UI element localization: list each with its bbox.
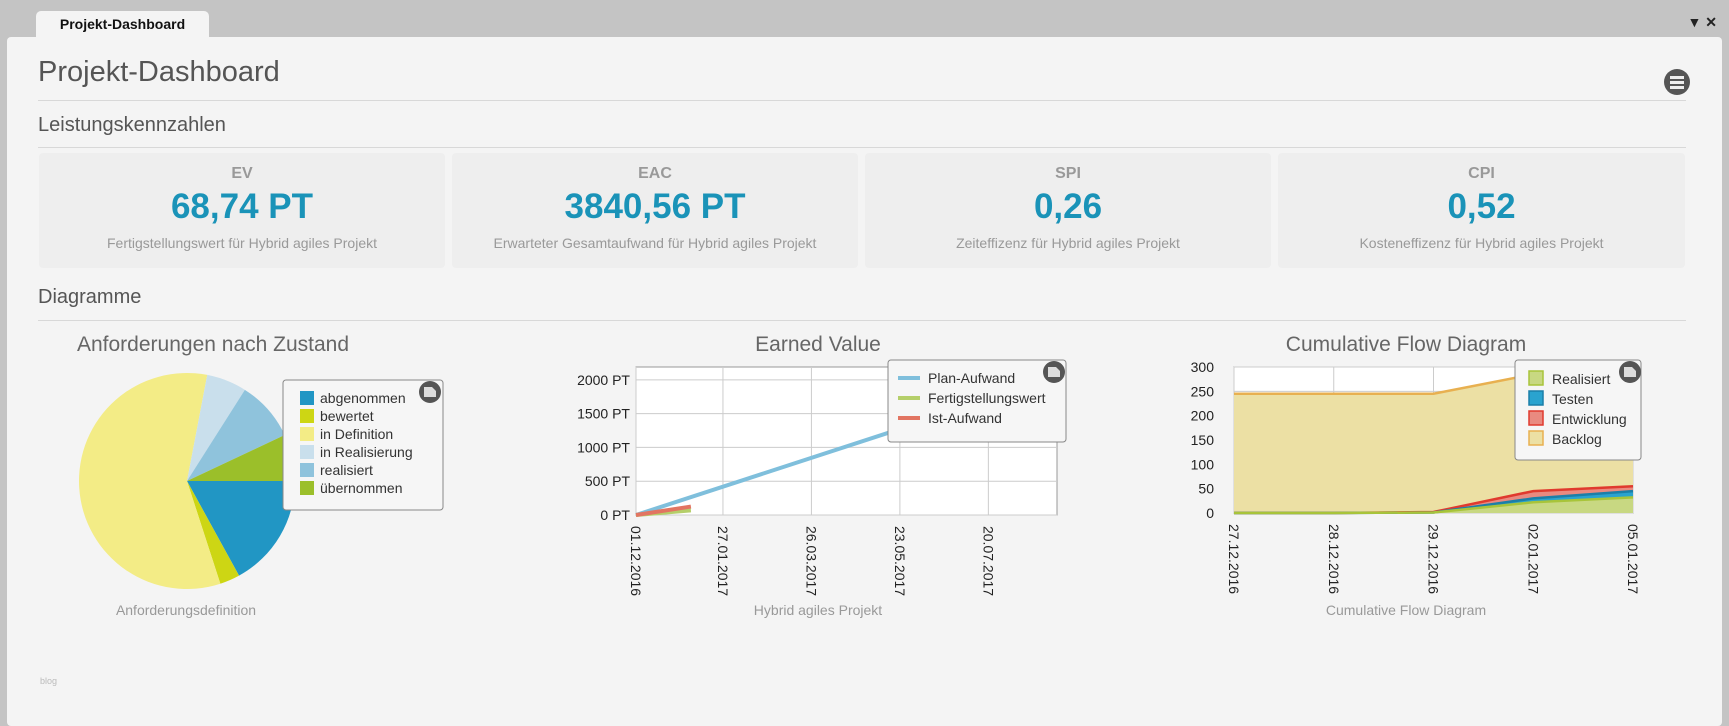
- legend-label: Backlog: [1552, 431, 1602, 447]
- kpi-label: CPI: [1468, 165, 1495, 182]
- legend-swatch: [300, 463, 314, 477]
- y-tick-label: 2000 PT: [577, 372, 630, 388]
- legend-swatch: [300, 445, 314, 459]
- hamburger-menu-icon[interactable]: [1664, 69, 1690, 95]
- dropdown-icon[interactable]: ▼: [1687, 14, 1702, 30]
- legend-swatch: [300, 427, 314, 441]
- kpi-description: Zeiteffizenz für Hybrid agiles Projekt: [956, 235, 1180, 251]
- divider: [38, 320, 1686, 321]
- x-tick-label: 02.01.2017: [1525, 524, 1541, 594]
- pie-slice-abgenommen: [187, 481, 295, 576]
- kpi-card-ev: EV 68,74 PT Fertigstellungswert für Hybr…: [39, 153, 445, 268]
- window-controls: ▼ ✕: [1688, 14, 1717, 31]
- legend-swatch: [300, 391, 314, 405]
- kpi-card-cpi: CPI 0,52 Kosteneffizenz für Hybrid agile…: [1278, 153, 1685, 268]
- x-tick-label: 23.05.2017: [892, 526, 908, 596]
- kpi-description: Erwarteter Gesamtaufwand für Hybrid agil…: [493, 235, 817, 251]
- page-title: Projekt-Dashboard: [38, 56, 280, 88]
- kpi-description: Fertigstellungswert für Hybrid agiles Pr…: [107, 235, 377, 251]
- area-realisiert: [1234, 497, 1633, 513]
- close-icon[interactable]: ✕: [1705, 14, 1717, 30]
- kpi-value: 3840,56 PT: [564, 187, 746, 226]
- x-tick-label: 01.12.2016: [628, 526, 644, 596]
- footer-watermark: blog: [40, 676, 58, 686]
- y-tick-label: 0 PT: [600, 507, 630, 523]
- y-tick-label: 50: [1198, 481, 1214, 497]
- area-entwicklung: [1234, 486, 1633, 513]
- divider: [38, 147, 1686, 148]
- pie-chart-subtitle: Anforderungsdefinition: [115, 602, 257, 618]
- legend-label: Entwicklung: [1552, 411, 1627, 427]
- legend-label: Plan-Aufwand: [928, 370, 1015, 386]
- y-tick-label: 150: [1191, 432, 1215, 448]
- legend-swatch: [1528, 390, 1544, 406]
- y-tick-label: 100: [1191, 456, 1215, 472]
- legend-swatch: [1528, 410, 1544, 426]
- pie-slice-realisiert: [187, 389, 285, 481]
- x-tick-label: 27.01.2017: [715, 526, 731, 596]
- legend-swatch: [300, 481, 314, 495]
- y-tick-label: 1500 PT: [577, 406, 630, 422]
- series-line-ist-aufwand: [635, 504, 692, 517]
- legend-label: bewertet: [320, 408, 374, 424]
- legend-swatch: [1528, 370, 1544, 386]
- section-kpi-heading: Leistungskennzahlen: [38, 114, 226, 136]
- pie-slice-bewertet: [187, 481, 240, 584]
- kpi-card-eac: EAC 3840,56 PT Erwarteter Gesamtaufwand …: [452, 153, 858, 268]
- chart-legend: [1514, 359, 1642, 461]
- kpi-card-spi: SPI 0,26 Zeiteffizenz für Hybrid agiles …: [865, 153, 1271, 268]
- y-tick-label: 300: [1191, 359, 1215, 375]
- kpi-description: Kosteneffizenz für Hybrid agiles Projekt: [1359, 235, 1604, 251]
- export-icon-glyph: [424, 387, 436, 397]
- legend-swatch: [300, 409, 314, 423]
- y-tick-label: 1000 PT: [577, 439, 630, 455]
- pie-slice-in-realisierung: [187, 374, 245, 481]
- legend-label: Testen: [1552, 391, 1593, 407]
- tab-projekt-dashboard[interactable]: Projekt-Dashboard: [36, 11, 209, 38]
- legend-label: in Realisierung: [320, 444, 413, 460]
- cfd-chart-title: Cumulative Flow Diagram: [1285, 333, 1527, 356]
- pie-slice-übernommen: [187, 435, 295, 481]
- x-tick-label: 05.01.2017: [1625, 524, 1641, 594]
- legend-label: realisiert: [320, 462, 373, 478]
- chart-legend: [282, 379, 444, 511]
- legend-label: Realisiert: [1552, 371, 1610, 387]
- x-tick-label: 29.12.2016: [1426, 524, 1442, 594]
- x-tick-label: 27.12.2016: [1226, 524, 1242, 594]
- kpi-value: 0,52: [1447, 187, 1516, 226]
- cfd-chart-subtitle: Cumulative Flow Diagram: [1325, 602, 1487, 618]
- legend-label: übernommen: [320, 480, 403, 496]
- kpi-label: EAC: [638, 165, 672, 182]
- chart-legend: [887, 359, 1067, 443]
- kpi-label: EV: [231, 165, 253, 182]
- ev-chart-title: Earned Value: [755, 333, 881, 356]
- legend-label: Fertigstellungswert: [928, 390, 1046, 406]
- y-tick-label: 200: [1191, 408, 1215, 424]
- divider: [38, 100, 1686, 101]
- pie-slice-in-definition: [79, 372, 221, 590]
- ev-chart-subtitle: Hybrid agiles Projekt: [753, 602, 883, 618]
- legend-label: in Definition: [320, 426, 393, 442]
- kpi-label: SPI: [1055, 165, 1081, 182]
- x-tick-label: 28.12.2016: [1326, 524, 1342, 594]
- pie-chart-title: Anforderungen nach Zustand: [76, 333, 350, 356]
- y-tick-label: 500 PT: [585, 473, 631, 489]
- legend-swatch: [1528, 430, 1544, 446]
- export-icon-glyph: [1048, 367, 1060, 377]
- export-icon-glyph: [1624, 367, 1636, 377]
- area-line-realisiert: [1234, 496, 1634, 515]
- x-tick-label: 26.03.2017: [803, 526, 819, 596]
- kpi-value: 0,26: [1033, 187, 1103, 226]
- legend-label: Ist-Aufwand: [928, 410, 1002, 426]
- section-charts-heading: Diagramme: [38, 286, 142, 308]
- kpi-value: 68,74 PT: [170, 187, 314, 226]
- x-tick-label: 20.07.2017: [980, 526, 996, 596]
- legend-label: abgenommen: [320, 390, 406, 406]
- y-tick-label: 0: [1206, 505, 1214, 521]
- y-tick-label: 250: [1191, 383, 1215, 399]
